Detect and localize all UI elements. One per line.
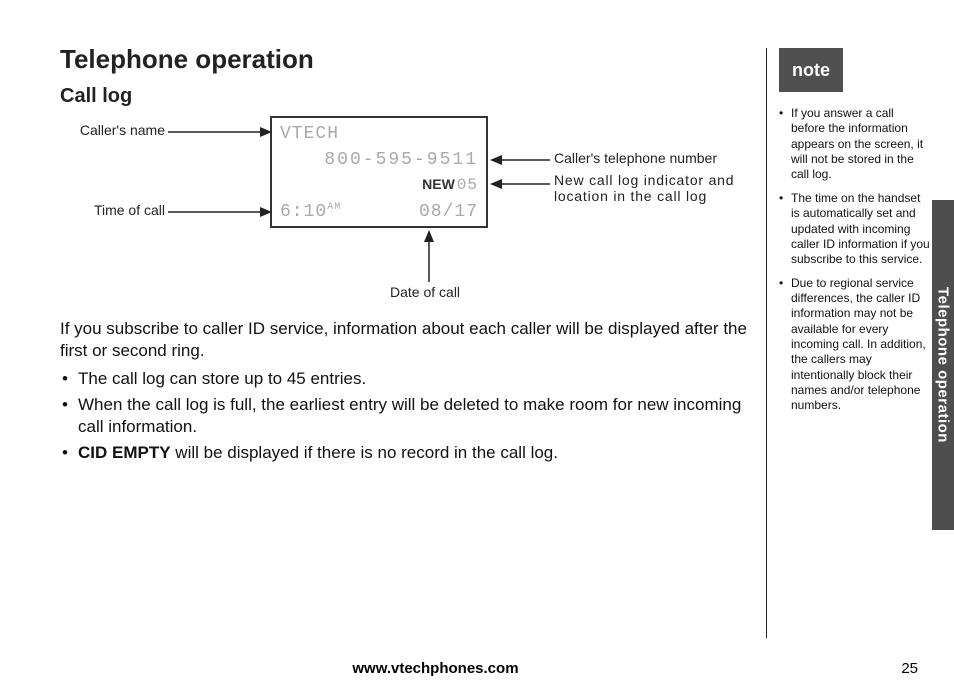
display-phone-number: 800-595-9511 [280, 150, 478, 170]
note-item: If you answer a call before the informat… [779, 106, 930, 183]
body-paragraphs: If you subscribe to caller ID service, i… [60, 318, 760, 465]
arrow-icon [490, 178, 550, 190]
callout-new-indicator: New call log indicator and location in t… [554, 172, 784, 204]
arrow-icon [168, 206, 272, 218]
body-bullet: The call log can store up to 45 entries. [60, 368, 760, 390]
section-tab: Telephone operation [932, 200, 954, 530]
intro-paragraph: If you subscribe to caller ID service, i… [60, 318, 760, 362]
display-new-label: NEW [422, 176, 455, 192]
manual-page: Telephone operation Call log VTECH 800-5… [0, 0, 954, 682]
cid-empty-rest: will be displayed if there is no record … [171, 443, 558, 462]
cid-empty-label: CID EMPTY [78, 443, 171, 462]
arrow-icon [168, 126, 272, 138]
display-new-row: NEW05 [280, 176, 478, 194]
arrow-icon [490, 154, 550, 166]
body-bullet-list: The call log can store up to 45 entries.… [60, 368, 760, 464]
body-bullet: When the call log is full, the earliest … [60, 394, 760, 438]
display-caller-name: VTECH [280, 124, 478, 144]
display-diagram: VTECH 800-595-9511 NEW05 6:10AM 08/17 Ca… [60, 116, 740, 306]
note-item: Due to regional service differences, the… [779, 276, 930, 414]
display-time-value: 6:10 [280, 202, 327, 222]
display-new-count: 05 [457, 176, 478, 194]
note-item: The time on the handset is automatically… [779, 191, 930, 268]
display-ampm: AM [327, 202, 341, 213]
section-subtitle: Call log [60, 85, 760, 108]
display-date: 08/17 [419, 202, 478, 222]
note-sidebar: note If you answer a call before the inf… [766, 48, 930, 638]
note-list: If you answer a call before the informat… [779, 106, 930, 414]
section-tab-label: Telephone operation [935, 287, 952, 443]
display-time: 6:10AM [280, 202, 341, 222]
body-bullet-cid: CID EMPTY will be displayed if there is … [60, 442, 760, 464]
footer-url: www.vtechphones.com [352, 660, 518, 677]
arrow-icon [423, 230, 435, 282]
phone-display-box: VTECH 800-595-9511 NEW05 6:10AM 08/17 [270, 116, 488, 228]
page-title: Telephone operation [60, 44, 760, 75]
callout-date: Date of call [390, 284, 460, 300]
callout-time: Time of call [60, 202, 165, 218]
callout-caller-name: Caller's name [60, 122, 165, 138]
callout-phone-number: Caller's telephone number [554, 150, 784, 166]
main-column: Telephone operation Call log VTECH 800-5… [60, 44, 760, 469]
note-badge: note [779, 48, 843, 92]
page-number: 25 [901, 660, 918, 677]
display-bottom-row: 6:10AM 08/17 [280, 202, 478, 222]
